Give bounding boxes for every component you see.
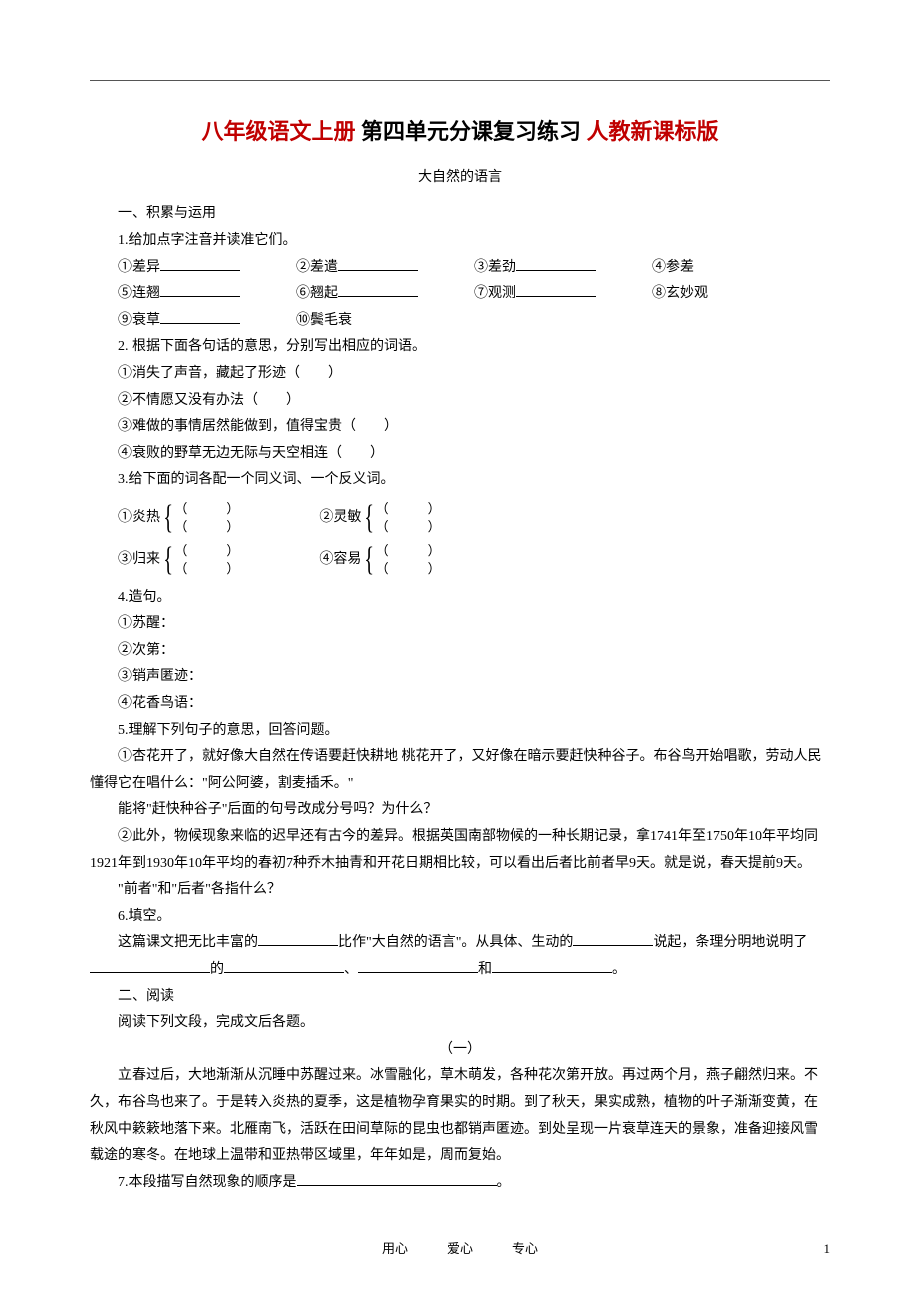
q2-item: ②不情愿又没有办法（ ） bbox=[90, 388, 830, 415]
brace-icon: { （ ）（ ） bbox=[160, 500, 239, 536]
q4-item: ④花香鸟语： bbox=[90, 691, 830, 718]
document-title: 八年级语文上册 第四单元分课复习练习 人教新课标版 bbox=[90, 111, 830, 153]
blank bbox=[160, 256, 240, 271]
q3-pair: ③归来 { （ ）（ ） bbox=[118, 542, 239, 578]
q3-row1: ①炎热 { （ ）（ ） ②灵敏 { （ ）（ ） bbox=[90, 500, 830, 536]
top-rule bbox=[90, 80, 830, 81]
blank bbox=[297, 1171, 497, 1186]
title-red-2: 人教新课标版 bbox=[587, 119, 719, 144]
title-red-1: 八年级语文上册 bbox=[201, 119, 355, 144]
q1-item: ③差劲 bbox=[474, 255, 652, 282]
q1-row2: ⑤连翘 ⑥翘起 ⑦观测 ⑧玄妙观 bbox=[90, 281, 830, 308]
q5-p2q: "前者"和"后者"各指什么？ bbox=[90, 877, 830, 904]
q1-item: ④参差 bbox=[652, 255, 830, 282]
q4-item: ①苏醒： bbox=[90, 611, 830, 638]
q2-stem: 2. 根据下面各句话的意思，分别写出相应的词语。 bbox=[90, 334, 830, 361]
brace-icon: { （ ）（ ） bbox=[160, 542, 239, 578]
blank bbox=[338, 256, 418, 271]
q6-text: 这篇课文把无比丰富的比作"大自然的语言"。从具体、生动的说起，条理分明地说明了的… bbox=[90, 930, 830, 983]
page-container: 八年级语文上册 第四单元分课复习练习 人教新课标版 大自然的语言 一、积累与运用… bbox=[0, 0, 920, 1302]
blank bbox=[160, 309, 240, 324]
q3-pair: ②灵敏 { （ ）（ ） bbox=[319, 500, 440, 536]
blank bbox=[573, 931, 653, 946]
blank bbox=[516, 282, 596, 297]
q1-item: ①差异 bbox=[118, 255, 296, 282]
q1-item: ⑧玄妙观 bbox=[652, 281, 830, 308]
q5-p1: ①杏花开了，就好像大自然在传语要赶快耕地 桃花开了，又好像在暗示要赶快种谷子。布… bbox=[90, 744, 830, 797]
blank bbox=[224, 958, 344, 973]
footer-text: 用心 爱心 专心 bbox=[382, 1241, 538, 1256]
q4-item: ③销声匿迹： bbox=[90, 664, 830, 691]
blank bbox=[492, 958, 612, 973]
q3-stem: 3.给下面的词各配一个同义词、一个反义词。 bbox=[90, 467, 830, 494]
q1-row3: ⑨衰草 ⑩鬓毛衰 bbox=[90, 308, 830, 335]
q3-pair: ④容易 { （ ）（ ） bbox=[319, 542, 440, 578]
q2-item: ①消失了声音，藏起了形迹（ ） bbox=[90, 361, 830, 388]
q7: 7.本段描写自然现象的顺序是。 bbox=[90, 1170, 830, 1197]
q3-row2: ③归来 { （ ）（ ） ④容易 { （ ）（ ） bbox=[90, 542, 830, 578]
q5-stem: 5.理解下列句子的意思，回答问题。 bbox=[90, 718, 830, 745]
q1-stem: 1.给加点字注音并读准它们。 bbox=[90, 228, 830, 255]
q4-stem: 4.造句。 bbox=[90, 585, 830, 612]
blank bbox=[160, 282, 240, 297]
q6-stem: 6.填空。 bbox=[90, 904, 830, 931]
q3-pair: ①炎热 { （ ）（ ） bbox=[118, 500, 239, 536]
footer: 用心 爱心 专心 1 bbox=[0, 1237, 920, 1262]
q2-item: ④衰败的野草无边无际与天空相连（ ） bbox=[90, 441, 830, 468]
subtitle: 大自然的语言 bbox=[90, 165, 830, 192]
q2-item: ③难做的事情居然能做到，值得宝贵（ ） bbox=[90, 414, 830, 441]
brace-icon: { （ ）（ ） bbox=[361, 542, 440, 578]
title-black: 第四单元分课复习练习 bbox=[355, 119, 586, 144]
blank bbox=[358, 958, 478, 973]
section2-lead: 阅读下列文段，完成文后各题。 bbox=[90, 1010, 830, 1037]
q1-item: ⑦观测 bbox=[474, 281, 652, 308]
q5-p1q: 能将"赶快种谷子"后面的句号改成分号吗？为什么？ bbox=[90, 797, 830, 824]
section2-heading: 二、阅读 bbox=[90, 984, 830, 1011]
blank bbox=[338, 282, 418, 297]
section1-heading: 一、积累与运用 bbox=[90, 201, 830, 228]
blank bbox=[90, 958, 210, 973]
q1-row1: ①差异 ②差遣 ③差劲 ④参差 bbox=[90, 255, 830, 282]
blank bbox=[258, 931, 338, 946]
q4-item: ②次第： bbox=[90, 638, 830, 665]
passage-1: 立春过后，大地渐渐从沉睡中苏醒过来。冰雪融化，草木萌发，各种花次第开放。再过两个… bbox=[90, 1063, 830, 1169]
q1-item: ⑩鬓毛衰 bbox=[296, 308, 474, 335]
section2-part-label: （一） bbox=[90, 1037, 830, 1064]
brace-icon: { （ ）（ ） bbox=[361, 500, 440, 536]
page-number: 1 bbox=[824, 1237, 831, 1262]
q1-item: ②差遣 bbox=[296, 255, 474, 282]
q1-item: ⑥翘起 bbox=[296, 281, 474, 308]
q5-p2: ②此外，物候现象来临的迟早还有古今的差异。根据英国南部物候的一种长期记录，拿17… bbox=[90, 824, 830, 877]
q1-item: ⑨衰草 bbox=[118, 308, 296, 335]
q1-item: ⑤连翘 bbox=[118, 281, 296, 308]
blank bbox=[516, 256, 596, 271]
